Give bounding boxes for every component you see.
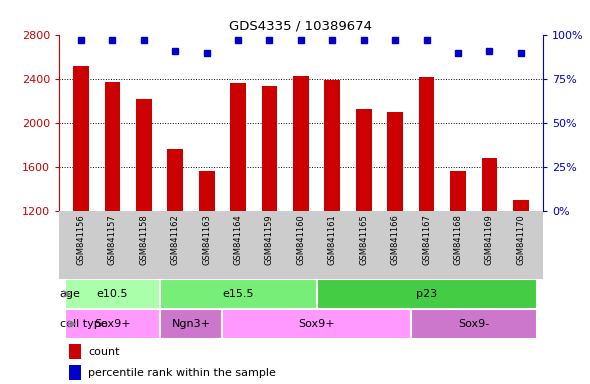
Bar [317,279,536,309]
Bar [199,171,215,211]
Text: GSM841167: GSM841167 [422,214,431,265]
Text: cell type: cell type [60,319,107,329]
Text: GSM841166: GSM841166 [391,214,399,265]
Text: p23: p23 [416,289,437,299]
Title: GDS4335 / 10389674: GDS4335 / 10389674 [230,20,372,32]
Text: count: count [88,347,120,357]
Text: GSM841157: GSM841157 [108,214,117,265]
Bar [65,309,159,339]
Bar [411,309,536,339]
Text: Ngn3+: Ngn3+ [172,319,211,329]
Bar [136,99,152,211]
Bar [104,82,120,211]
Text: GSM841160: GSM841160 [296,214,306,265]
Text: Sox9-: Sox9- [458,319,489,329]
Text: GSM841164: GSM841164 [234,214,242,265]
Bar [324,80,340,211]
Text: e10.5: e10.5 [97,289,128,299]
Text: GSM841168: GSM841168 [454,214,463,265]
Text: GSM841165: GSM841165 [359,214,368,265]
Text: GSM841161: GSM841161 [328,214,337,265]
Text: GSM841159: GSM841159 [265,214,274,265]
Bar [293,76,309,211]
Text: Sox9+: Sox9+ [299,319,335,329]
Text: GSM841162: GSM841162 [171,214,180,265]
Bar [513,200,529,211]
Text: GSM841170: GSM841170 [516,214,525,265]
Bar [222,309,411,339]
Bar [159,279,317,309]
Text: Sox9+: Sox9+ [94,319,131,329]
Bar [65,279,159,309]
Bar [159,309,222,339]
Text: GSM841158: GSM841158 [139,214,148,265]
Text: age: age [60,289,80,299]
Bar [387,112,403,211]
Bar [73,66,89,211]
Bar [261,86,277,211]
Text: GSM841169: GSM841169 [485,214,494,265]
Text: percentile rank within the sample: percentile rank within the sample [88,368,276,378]
Text: GSM841156: GSM841156 [77,214,86,265]
Text: GSM841163: GSM841163 [202,214,211,265]
Bar [68,365,81,381]
Bar [168,149,183,211]
Bar [356,109,372,211]
Bar [230,83,246,211]
Text: e15.5: e15.5 [222,289,254,299]
Bar [68,344,81,359]
Bar [450,171,466,211]
Bar [419,77,434,211]
Bar [481,158,497,211]
